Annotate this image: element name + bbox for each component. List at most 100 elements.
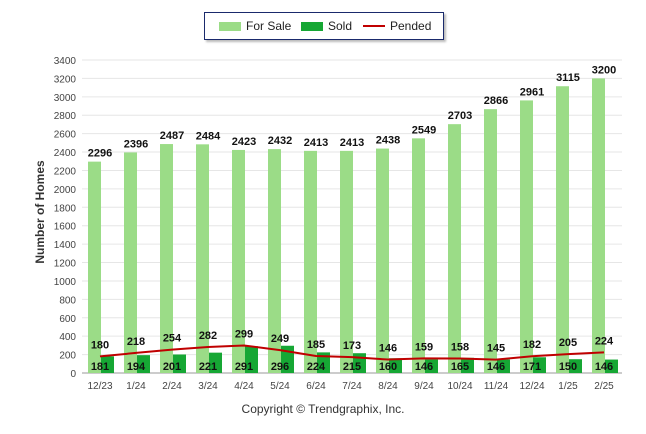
data-label-for-sale: 2484 xyxy=(196,130,221,142)
bar-for-sale xyxy=(268,149,281,373)
data-label-sold: 194 xyxy=(127,361,146,373)
line-pended xyxy=(99,344,605,361)
legend-label-sold: Sold xyxy=(328,19,353,33)
y-tick-label: 600 xyxy=(59,314,76,325)
data-label-pended: 224 xyxy=(595,335,614,347)
data-label-for-sale: 2703 xyxy=(448,110,472,122)
data-label-sold: 171 xyxy=(523,361,541,373)
data-label-sold: 160 xyxy=(379,361,397,373)
bar-sold xyxy=(209,352,222,373)
y-tick-label: 2400 xyxy=(54,148,77,159)
y-tick-label: 1800 xyxy=(54,203,77,214)
data-label-for-sale: 2413 xyxy=(340,137,364,149)
bar-for-sale xyxy=(304,150,317,373)
data-label-for-sale: 3115 xyxy=(556,72,580,84)
y-tick-label: 3000 xyxy=(54,93,77,104)
bar-sold xyxy=(425,359,438,373)
x-tick-label: 12/24 xyxy=(519,381,544,392)
x-tick-label: 6/24 xyxy=(306,381,326,392)
data-label-sold: 146 xyxy=(595,361,613,373)
bar-for-sale xyxy=(484,109,497,373)
y-tick-label: 2800 xyxy=(54,111,77,122)
x-tick-label: 1/25 xyxy=(558,381,578,392)
data-label-pended: 218 xyxy=(127,336,145,348)
y-tick-label: 800 xyxy=(59,295,76,306)
data-label-for-sale: 2866 xyxy=(484,95,508,107)
bar-for-sale xyxy=(520,100,533,374)
data-label-sold: 146 xyxy=(415,361,433,373)
y-tick-label: 1200 xyxy=(54,259,77,270)
y-tick-label: 1600 xyxy=(54,222,77,233)
data-label-pended: 299 xyxy=(235,328,253,340)
bar-for-sale xyxy=(124,152,137,373)
x-tick-label: 5/24 xyxy=(270,381,290,392)
data-label-for-sale: 2438 xyxy=(376,135,400,147)
bar-sold xyxy=(317,352,330,373)
data-label-sold: 224 xyxy=(307,361,326,373)
bar-sold xyxy=(389,358,402,373)
bar-for-sale xyxy=(592,78,605,373)
data-label-sold: 201 xyxy=(163,361,181,373)
legend-swatch-for-sale xyxy=(219,21,241,31)
data-label-for-sale: 2961 xyxy=(520,86,544,98)
legend-label-pended: Pended xyxy=(390,19,432,33)
legend-item-for-sale: For Sale xyxy=(219,19,291,33)
legend: For Sale Sold Pended xyxy=(204,12,444,40)
x-tick-label: 1/24 xyxy=(126,381,146,392)
bar-for-sale xyxy=(196,144,209,373)
data-label-for-sale: 2413 xyxy=(304,137,328,149)
y-tick-label: 2000 xyxy=(54,185,77,196)
data-label-for-sale: 2396 xyxy=(124,138,148,150)
legend-item-pended: Pended xyxy=(363,19,431,33)
data-label-pended: 254 xyxy=(163,333,182,345)
x-tick-label: 2/25 xyxy=(594,381,614,392)
copyright-footer: Copyright © Trendgraphix, Inc. xyxy=(241,402,405,416)
data-label-pended: 159 xyxy=(415,341,433,353)
data-label-pended: 249 xyxy=(271,333,289,345)
y-tick-label: 400 xyxy=(59,332,76,343)
legend-item-sold: Sold xyxy=(301,19,352,33)
bar-for-sale xyxy=(88,161,101,373)
data-label-sold: 291 xyxy=(235,361,253,373)
data-label-pended: 185 xyxy=(307,339,325,351)
x-tick-label: 10/24 xyxy=(447,381,472,392)
data-label-pended: 282 xyxy=(199,330,217,342)
data-label-sold: 181 xyxy=(91,361,109,373)
y-tick-label: 200 xyxy=(59,351,76,362)
data-label-pended: 173 xyxy=(343,340,361,352)
y-tick-label: 3400 xyxy=(54,56,77,67)
x-tick-label: 11/24 xyxy=(484,381,509,392)
data-label-pended: 182 xyxy=(523,339,541,351)
legend-label-for-sale: For Sale xyxy=(246,19,292,33)
bar-for-sale xyxy=(412,138,425,373)
bar-for-sale xyxy=(160,144,173,373)
data-label-for-sale: 2296 xyxy=(88,148,112,160)
legend-swatch-pended xyxy=(363,25,385,27)
y-tick-label: 1400 xyxy=(54,240,77,251)
data-label-pended: 158 xyxy=(451,341,469,353)
bar-sold xyxy=(533,357,546,373)
y-tick-label: 3200 xyxy=(54,74,77,85)
data-label-pended: 205 xyxy=(559,337,577,349)
data-label-pended: 180 xyxy=(91,339,109,351)
data-label-for-sale: 2432 xyxy=(268,135,292,147)
bar-sold xyxy=(245,346,258,373)
y-tick-label: 2600 xyxy=(54,130,77,141)
data-label-pended: 146 xyxy=(379,343,397,355)
data-label-sold: 165 xyxy=(451,361,469,373)
x-tick-label: 3/24 xyxy=(198,381,218,392)
bar-sold xyxy=(461,357,474,373)
data-label-for-sale: 2549 xyxy=(412,124,436,136)
y-tick-label: 2200 xyxy=(54,166,77,177)
x-tick-label: 9/24 xyxy=(414,381,434,392)
y-tick-label: 1000 xyxy=(54,277,77,288)
y-axis-title: Number of Homes xyxy=(33,160,47,264)
bar-sold xyxy=(173,354,186,373)
bar-sold xyxy=(497,359,510,373)
bar-for-sale xyxy=(376,148,389,373)
x-tick-label: 7/24 xyxy=(342,381,362,392)
bar-sold xyxy=(101,356,114,373)
data-label-for-sale: 3200 xyxy=(592,64,616,76)
data-label-sold: 150 xyxy=(559,361,577,373)
data-label-for-sale: 2487 xyxy=(160,130,184,142)
